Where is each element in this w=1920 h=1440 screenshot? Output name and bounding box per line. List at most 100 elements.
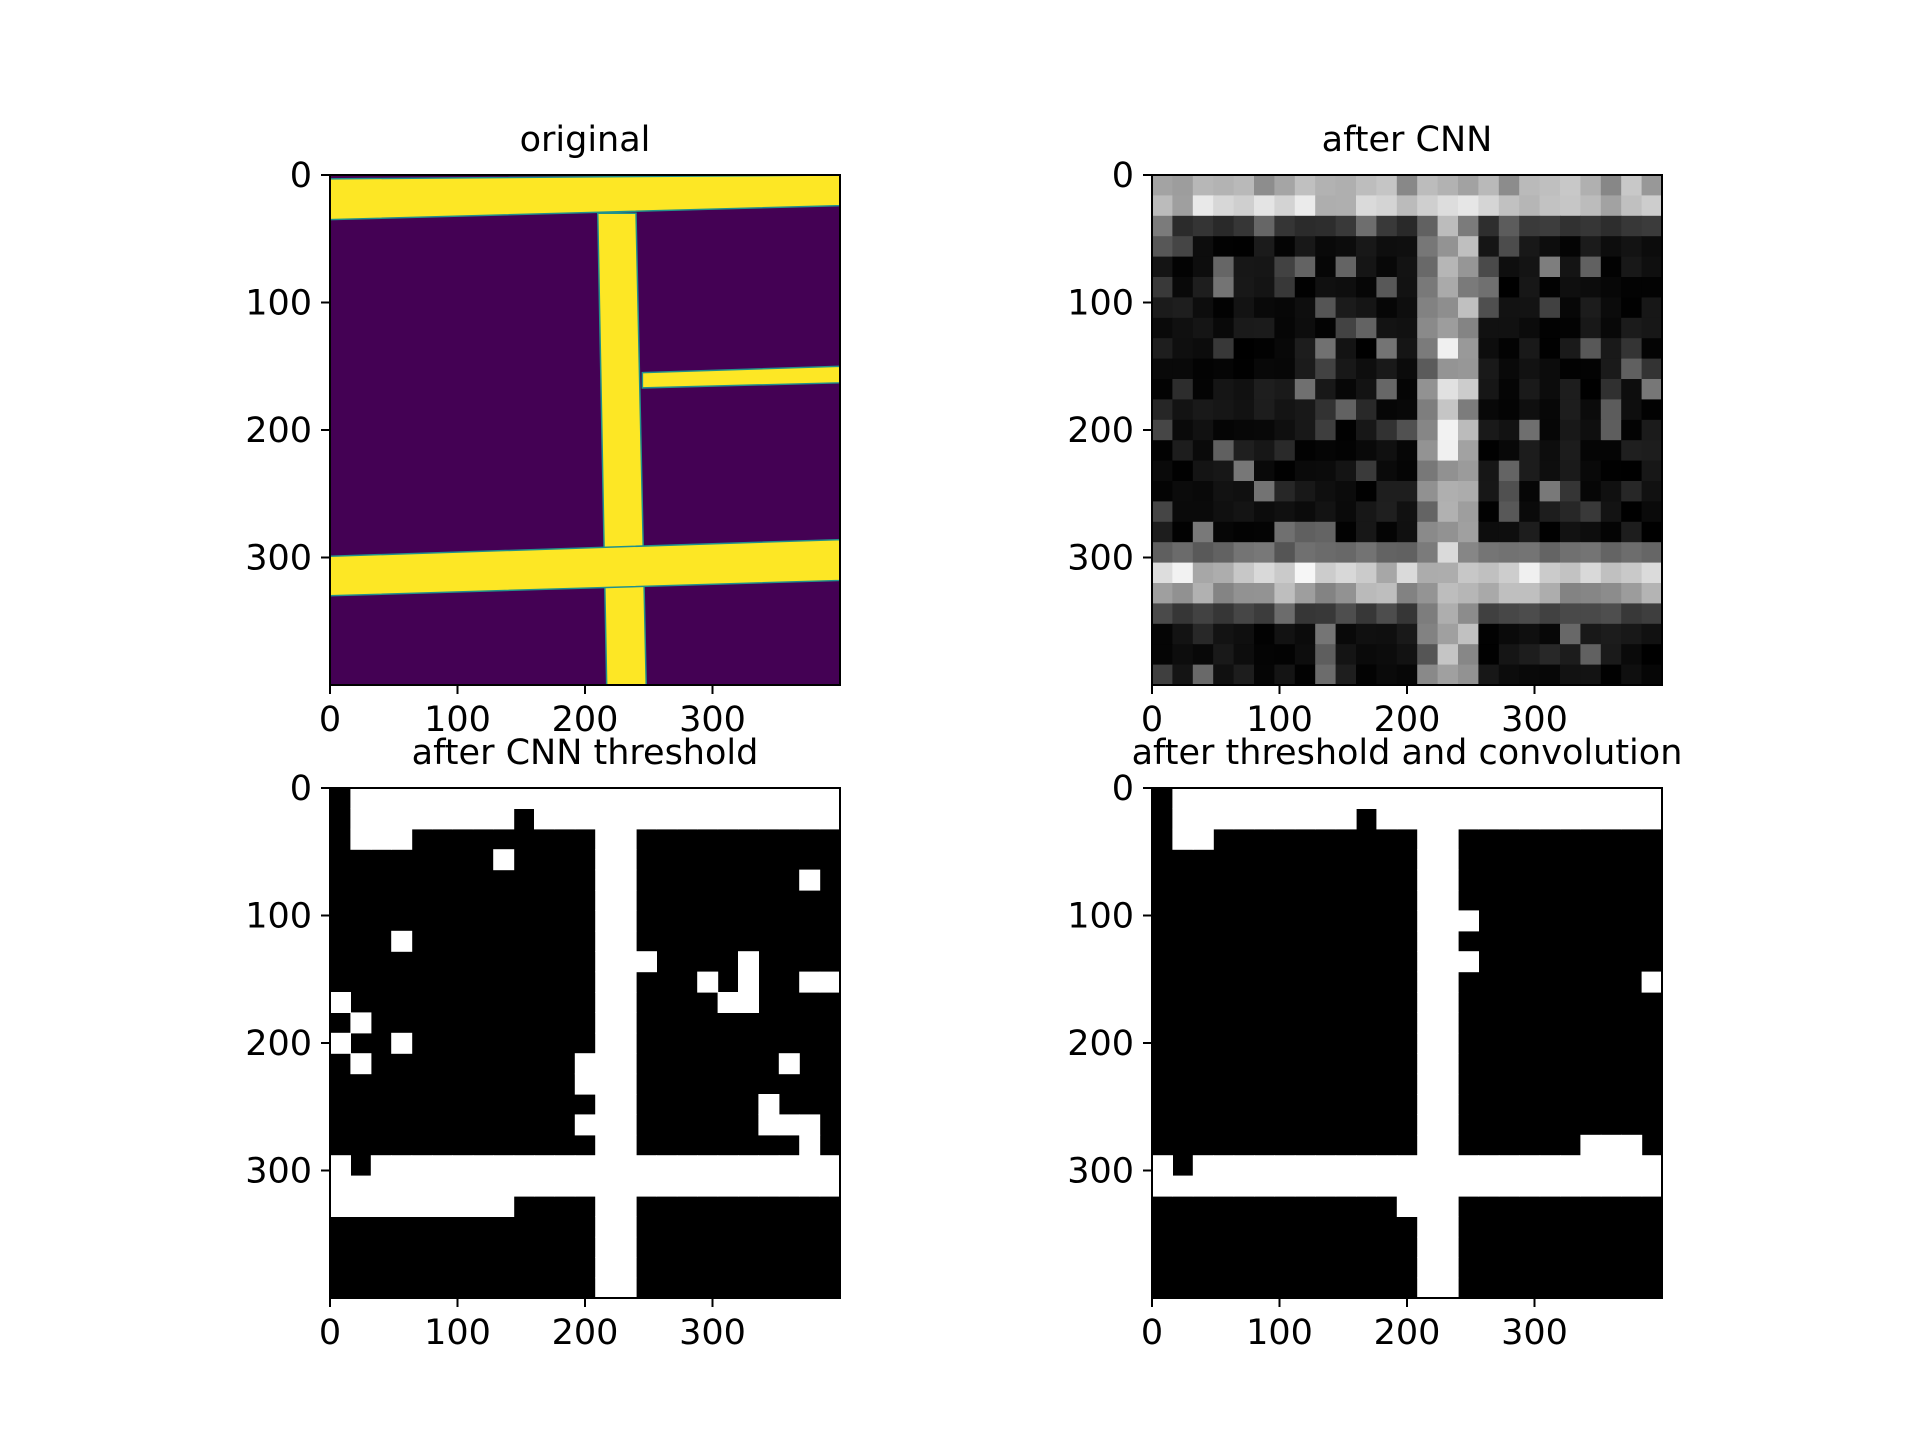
heatmap-cell [1376, 236, 1398, 258]
heatmap-cell [1356, 1155, 1377, 1177]
heatmap-cell [1192, 808, 1214, 830]
heatmap-cell [595, 1257, 617, 1279]
heatmap-cell [574, 1053, 596, 1075]
heatmap-cell [1498, 215, 1520, 237]
heatmap-cell [1233, 501, 1255, 523]
heatmap-cell [1458, 460, 1479, 482]
heatmap-cell [1641, 808, 1663, 830]
heatmap-cell [1478, 542, 1500, 564]
heatmap-cell [1621, 1134, 1643, 1156]
heatmap-cell [1396, 277, 1418, 298]
heatmap-cell [1437, 1134, 1459, 1156]
heatmap-cell [1233, 623, 1255, 645]
heatmap-cell [391, 1196, 413, 1217]
heatmap-cell [1458, 297, 1479, 319]
heatmap-cell [697, 788, 719, 809]
x-tick-label: 0 [319, 1313, 341, 1353]
heatmap-cell [1498, 644, 1520, 666]
heatmap-cell [1437, 297, 1459, 319]
heatmap-cell [1294, 501, 1316, 523]
heatmap-cell [819, 1155, 841, 1177]
heatmap-cell [1498, 399, 1520, 421]
heatmap-cell [1315, 501, 1337, 523]
heatmap-cell [1213, 358, 1235, 380]
heatmap-cell [1641, 175, 1663, 196]
heatmap-cell [1437, 1216, 1459, 1238]
heatmap-cell [1580, 317, 1602, 339]
heatmap-cell [1315, 664, 1337, 686]
heatmap-cell [1315, 603, 1337, 625]
heatmap-cell [1152, 623, 1173, 645]
heatmap-cell [1335, 623, 1357, 645]
heatmap-cell [1560, 379, 1581, 400]
panel-after-cnn-threshold: after CNN threshold 0 100 200 300 0 100 200 300 [245, 733, 841, 1353]
heatmap-cell [1335, 542, 1357, 564]
heatmap-cell [819, 808, 841, 830]
heatmap-cell [1335, 664, 1357, 686]
heatmap-cell [1641, 379, 1663, 400]
heatmap-cell [656, 788, 678, 809]
heatmap-cell [1417, 1277, 1439, 1299]
chart-title: original [520, 120, 651, 160]
heatmap-cell [1396, 664, 1418, 686]
heatmap-cell [1213, 419, 1235, 441]
heatmap-cell [1254, 358, 1275, 380]
heatmap-cell [799, 971, 821, 993]
heatmap-cell [1498, 583, 1520, 604]
heatmap-cell [1376, 460, 1398, 482]
heatmap-cell [1539, 195, 1561, 217]
heatmap-cell [1254, 195, 1275, 217]
heatmap-cell [1335, 317, 1357, 339]
heatmap-cell [1152, 1175, 1173, 1197]
heatmap-cell [758, 788, 780, 809]
heatmap-cell [1192, 379, 1214, 400]
x-tick-label: 100 [424, 700, 491, 740]
heatmap-cell [1356, 1175, 1377, 1197]
heatmap-cell [595, 1134, 617, 1156]
x-tick-label: 300 [1501, 1313, 1568, 1353]
heatmap-cell [472, 1175, 494, 1197]
heatmap-cell [1192, 644, 1214, 666]
heatmap-cell [1600, 419, 1622, 441]
heatmap-cell [1478, 808, 1500, 830]
heatmap-cell [1600, 277, 1622, 298]
heatmap-cell [1356, 623, 1377, 645]
heatmap-cell [1315, 1175, 1337, 1197]
y-tick-label: 300 [1067, 1152, 1134, 1192]
heatmap-cell [1335, 481, 1357, 502]
heatmap-cell [1294, 317, 1316, 339]
x-tick-label: 100 [1246, 700, 1313, 740]
heatmap-cell [1233, 338, 1255, 360]
heatmap-cell [1172, 236, 1194, 258]
heatmap-cell [1621, 521, 1643, 543]
heatmap-cell [1213, 195, 1235, 217]
heatmap-cell [799, 808, 821, 830]
heatmap-cell [1539, 1175, 1561, 1197]
heatmap-cell [615, 1134, 637, 1156]
heatmap-cell [1376, 175, 1398, 196]
heatmap-cell [1233, 562, 1255, 584]
heatmap-cell [1335, 297, 1357, 319]
heatmap-cell [1580, 1134, 1602, 1156]
heatmap-cell [1498, 501, 1520, 523]
heatmap-cell [1580, 521, 1602, 543]
heatmap-cell [1417, 951, 1439, 973]
heatmap-cell [1356, 317, 1377, 339]
heatmap-cell [615, 1277, 637, 1299]
chart-title: after CNN threshold [412, 733, 759, 773]
heatmap-cell [1580, 1175, 1602, 1197]
heatmap-cell [1315, 215, 1337, 237]
heatmap-cell [1539, 583, 1561, 604]
heatmap-cell [1539, 603, 1561, 625]
heatmap-cell [1560, 788, 1581, 809]
heatmap-cell [758, 1114, 780, 1136]
heatmap-cell [1274, 521, 1296, 543]
heatmap-cell [1192, 460, 1214, 482]
heatmap-cell [1396, 317, 1418, 339]
heatmap-cell [1437, 1257, 1459, 1279]
heatmap-cell [1519, 1155, 1541, 1177]
heatmap-cell [697, 1175, 719, 1197]
heatmap-cell [1539, 460, 1561, 482]
heatmap-cell [1458, 399, 1479, 421]
